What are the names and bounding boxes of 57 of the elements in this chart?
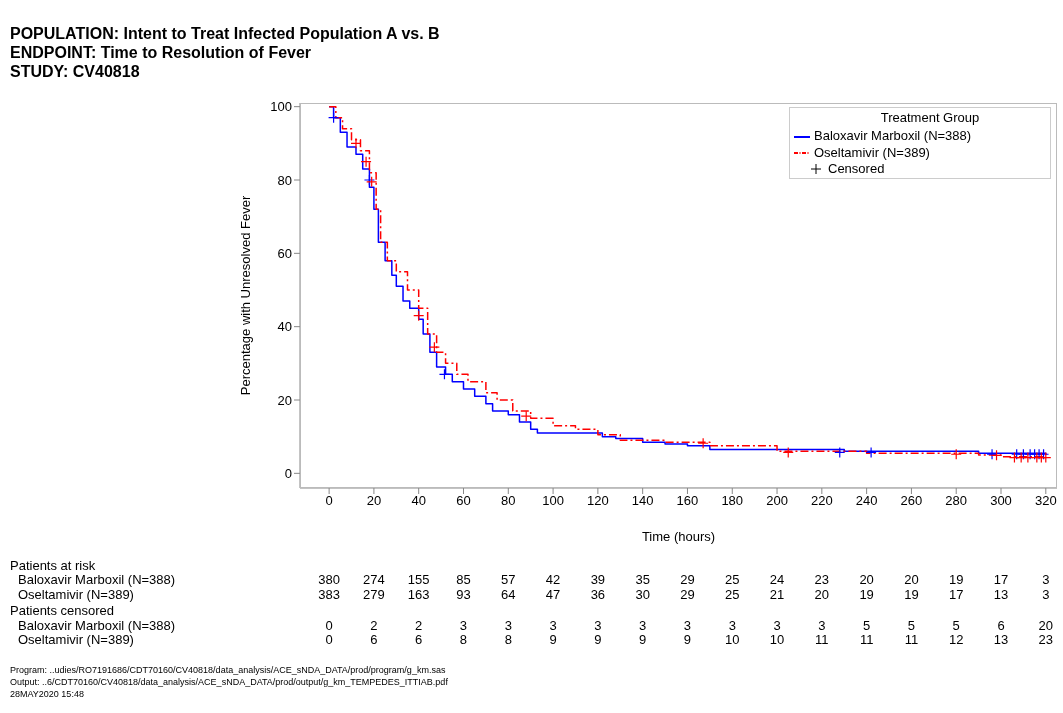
text: Patients censored [10,603,115,618]
legend-title: Treatment Group [879,110,981,125]
point [413,310,425,322]
y-tick-label: 80 [277,172,292,188]
x-tick-label: 280 [945,493,968,509]
y-tick-label: 0 [284,465,292,481]
x-tick-label: 80 [501,493,516,509]
x-tick-label: 40 [411,493,426,509]
x-axis-title: Time (hours) [641,529,716,544]
y-tick-label: 40 [277,319,292,335]
point [834,446,846,459]
text: 380 274 155 85 57 42 39 35 29 25 24 23 20 20 19 17 3 [318,572,1050,587]
text: Oseltamivir (N=389) [18,587,134,602]
x-tick-label: 20 [366,493,382,509]
point [990,449,1003,461]
point [428,341,440,353]
point [327,112,340,124]
text: Patients at risk [10,558,96,573]
x-tick-label: 320 [1034,493,1057,509]
x-tick-label: 180 [721,493,744,509]
point [520,410,532,422]
text: Program: ..udies/RO7191686/CDT70160/CV40818/data_analysis/ACE_sNDA_DATA/prod/program/g_km.sas [10,664,447,676]
point [782,446,794,459]
x-tick-label: 100 [542,493,564,509]
point [986,448,998,460]
x-tick-label: 300 [990,493,1012,509]
text: Baloxavir Marboxil (N=388) [18,618,176,633]
text: Output: ..6/CDT70160/CV40818/data_analysis/ACE_sNDA_DATA/prod/output/g_km_TEMPEDES_ITTIAB.pdf [10,676,448,688]
x-tick-label: 220 [810,493,833,509]
x-tick-label: 200 [766,493,788,509]
text: Baloxavir Marboxil (N=388) [18,572,176,587]
x-tick-label: 260 [900,493,923,509]
x-tick-label: 140 [631,493,654,509]
chart-title: POPULATION: Intent to Treat Infected Population A vs. B ENDPOINT: Time to Resolution of Fever STUDY: CV40818 [10,24,440,81]
text: 28MAY2020 15:48 [10,688,85,700]
point [438,368,451,380]
y-tick-label: 100 [270,99,292,115]
legend-label: Baloxavir Marboxil (N=388) [814,128,972,143]
y-tick-label: 20 [277,392,292,408]
text: 0 2 2 3 3 3 3 3 3 3 3 3 5 5 5 6 20 [325,618,1054,633]
x-tick-label: 240 [855,493,878,509]
text: 0 6 6 8 8 9 9 9 9 10 10 11 11 11 12 13 23 [325,632,1054,647]
point [865,446,877,459]
point [697,437,709,449]
y-tick-label: 60 [277,245,292,261]
legend-label: Oseltamivir (N=389) [814,144,930,160]
y-axis-title: Percentage with Unresolved Fever [237,195,253,396]
text: Oseltamivir (N=389) [18,632,134,647]
text: 383 279 163 93 64 47 36 30 29 25 21 20 19 19 17 13 3 [318,587,1050,602]
point [360,156,372,168]
point [950,448,962,460]
x-tick-label: 0 [325,493,333,509]
x-tick-label: 120 [587,493,609,509]
point [1022,451,1034,464]
x-tick-label: 60 [456,493,471,509]
annotation: Censored [828,161,885,176]
x-tick-label: 160 [676,493,699,509]
